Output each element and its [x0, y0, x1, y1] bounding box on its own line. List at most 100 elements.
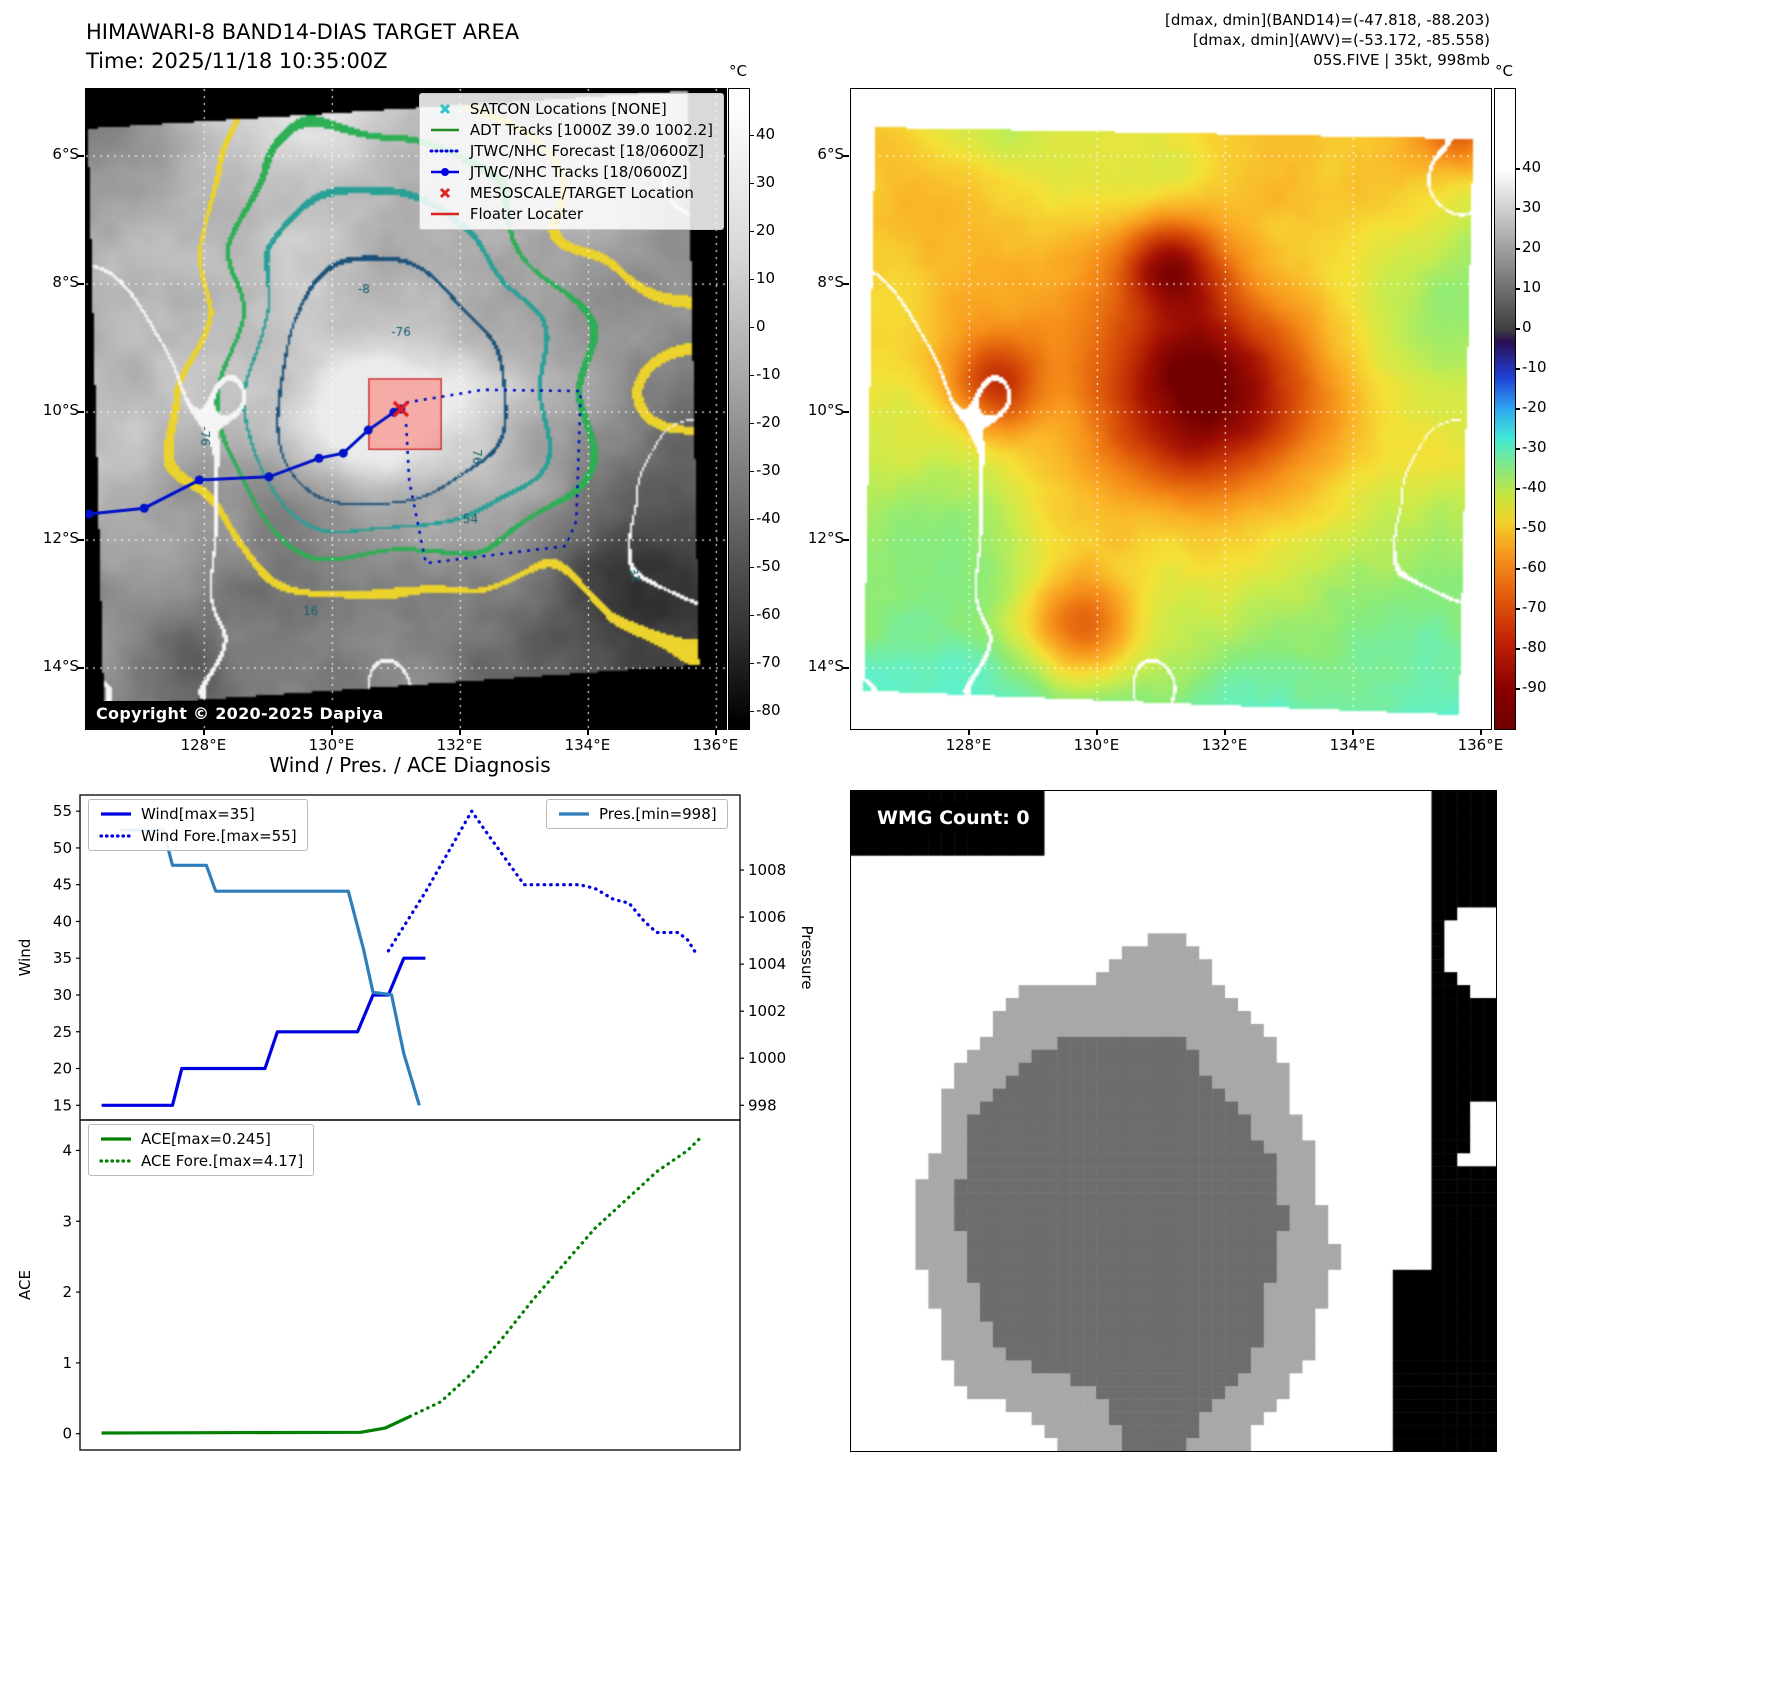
lon-tick-label: 136°E — [692, 736, 739, 754]
svg-text:30: 30 — [53, 986, 72, 1004]
axis-tick-mark — [749, 662, 754, 665]
legend-label: JTWC/NHC Forecast [18/0600Z] — [469, 142, 705, 160]
legend-label: Wind Fore.[max=55] — [141, 827, 297, 845]
lon-tick-label: 128°E — [945, 736, 992, 754]
lon-tick-label: 134°E — [1329, 736, 1376, 754]
lon-tick-label: 134°E — [564, 736, 611, 754]
axis-tick-mark — [749, 422, 754, 425]
axis-tick-mark — [843, 539, 849, 541]
svg-text:998: 998 — [748, 1096, 777, 1114]
colorbar-tick-label: 0 — [1522, 318, 1532, 336]
axis-tick-mark — [78, 539, 84, 541]
colorbar-tick-label: -80 — [756, 700, 781, 719]
colorbar-tick-label: -20 — [1522, 398, 1547, 416]
ace-fore-dotted-icon — [99, 1154, 133, 1168]
colorbar-tick-label: -70 — [756, 652, 781, 671]
lat-tick-label: 14°S — [42, 657, 79, 676]
band14-map: SATCON Locations [NONE] ADT Tracks [1000… — [85, 88, 727, 730]
svg-text:15: 15 — [53, 1096, 72, 1114]
awv-satellite-image — [851, 89, 1491, 729]
band14-colorbar — [728, 88, 750, 730]
ace-legend: ACE[max=0.245] ACE Fore.[max=4.17] — [88, 1124, 315, 1176]
legend-label: Wind[max=35] — [141, 805, 255, 823]
diagnosis-title: Wind / Pres. / ACE Diagnosis — [269, 753, 551, 777]
legend-row-adt: ADT Tracks [1000Z 39.0 1002.2] — [428, 121, 713, 139]
legend-row-mesoscale: MESOSCALE/TARGET Location — [428, 184, 713, 202]
svg-text:Pressure: Pressure — [798, 925, 816, 989]
ace-chart: 0 1 2 3 4 ACE — [16, 1119, 741, 1451]
legend-label: SATCON Locations [NONE] — [469, 100, 667, 118]
copyright-label: Copyright © 2020-2025 Dapiya — [88, 701, 392, 726]
lon-tick-label: 130°E — [308, 736, 355, 754]
dmax-dmin-band14: [dmax, dmin](BAND14)=(-47.818, -88.203) — [1165, 11, 1490, 29]
legend-row-ace: ACE[max=0.245] — [99, 1130, 303, 1148]
legend-label: JTWC/NHC Tracks [18/0600Z] — [469, 163, 688, 181]
colorbar-tick-label: -40 — [756, 508, 781, 527]
lat-tick-label: 14°S — [807, 657, 844, 676]
colorbar-tick-label: 20 — [756, 220, 776, 239]
svg-text:ACE: ACE — [16, 1270, 34, 1300]
wmg-map: WMG Count: 0 — [850, 790, 1497, 1452]
legend-label: ACE Fore.[max=4.17] — [141, 1152, 304, 1170]
axis-tick-mark — [749, 326, 754, 329]
lat-tick-label: 10°S — [807, 401, 844, 420]
axis-tick-mark — [749, 374, 754, 377]
legend-row-track: JTWC/NHC Tracks [18/0600Z] — [428, 163, 713, 181]
axis-tick-mark — [78, 155, 84, 157]
ace-line-icon — [99, 1132, 133, 1146]
awv-colorbar — [1494, 88, 1516, 730]
colorbar-tick-label: 40 — [756, 124, 776, 143]
axis-tick-mark — [1515, 168, 1520, 170]
axis-tick-mark — [78, 411, 84, 413]
axis-tick-mark — [1096, 729, 1098, 735]
axis-tick-mark — [1515, 208, 1520, 210]
axis-tick-mark — [203, 729, 205, 735]
svg-text:4: 4 — [62, 1141, 72, 1159]
satcon-x-icon — [428, 102, 462, 116]
axis-tick-mark — [749, 566, 754, 569]
svg-text:1006: 1006 — [748, 908, 786, 926]
colorbar-tick-label: 10 — [756, 268, 776, 287]
colorbar-tick-label: -10 — [1522, 358, 1547, 376]
colorbar-tick-label: 20 — [1522, 238, 1542, 256]
axis-tick-mark — [1515, 328, 1520, 330]
axis-tick-mark — [1515, 568, 1520, 570]
dmax-dmin-awv: [dmax, dmin](AWV)=(-53.172, -85.558) — [1192, 31, 1490, 49]
axis-tick-mark — [1515, 488, 1520, 490]
axis-tick-mark — [1515, 608, 1520, 610]
axis-tick-mark — [843, 411, 849, 413]
colorbar-tick-label: 10 — [1522, 278, 1542, 296]
wind-legend: Wind[max=35] Wind Fore.[max=55] — [88, 799, 308, 851]
svg-text:50: 50 — [53, 839, 72, 857]
axis-tick-mark — [1515, 288, 1520, 290]
svg-text:45: 45 — [53, 876, 72, 894]
map-legend: SATCON Locations [NONE] ADT Tracks [1000… — [418, 93, 724, 230]
svg-text:1000: 1000 — [748, 1049, 786, 1067]
svg-text:25: 25 — [53, 1023, 72, 1041]
awv-map — [850, 88, 1492, 730]
axis-tick-mark — [968, 729, 970, 735]
legend-row-pres: Pres.[min=998] — [557, 805, 717, 823]
legend-label: Pres.[min=998] — [599, 805, 717, 823]
axis-tick-mark — [1352, 729, 1354, 735]
awv-header: [dmax, dmin](BAND14)=(-47.818, -88.203) … — [1165, 10, 1490, 70]
awv-colorbar-unit: °C — [1495, 62, 1513, 80]
lat-tick-label: 8°S — [817, 273, 844, 292]
legend-label: Floater Locater — [469, 205, 584, 223]
band14-time: Time: 2025/11/18 10:35:00Z — [86, 49, 388, 73]
lat-tick-label: 6°S — [817, 145, 844, 164]
axis-tick-mark — [749, 518, 754, 521]
forecast-dotted-line-icon — [428, 144, 462, 158]
lat-tick-label: 12°S — [42, 529, 79, 548]
axis-tick-mark — [1480, 729, 1482, 735]
lat-tick-label: 8°S — [52, 273, 79, 292]
wind-fore-dotted-icon — [99, 829, 133, 843]
legend-row-ace-fore: ACE Fore.[max=4.17] — [99, 1152, 303, 1170]
axis-tick-mark — [1224, 729, 1226, 735]
lon-tick-label: 130°E — [1073, 736, 1120, 754]
lat-tick-label: 12°S — [807, 529, 844, 548]
colorbar-tick-label: 0 — [756, 316, 766, 335]
colorbar-tick-label: -90 — [1522, 678, 1547, 696]
axis-tick-mark — [749, 278, 754, 281]
